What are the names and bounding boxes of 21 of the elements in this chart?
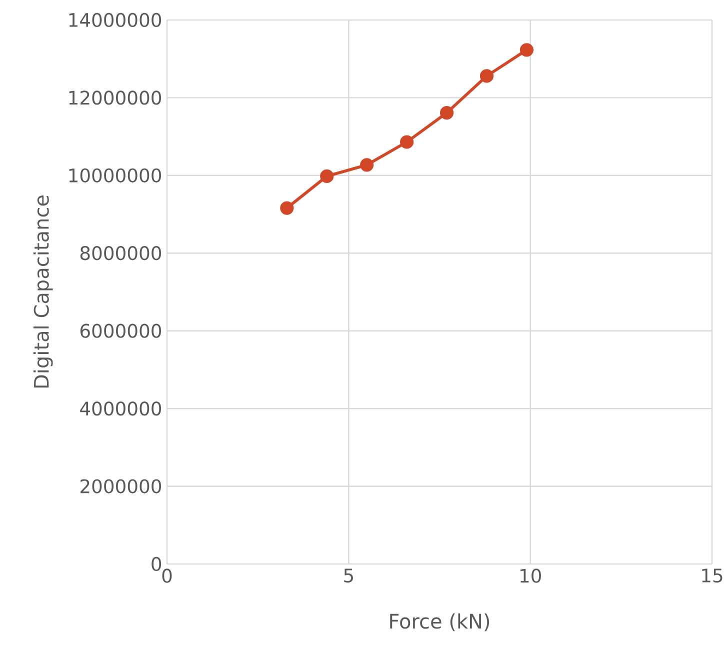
point bbox=[440, 106, 454, 120]
x-tick-label: 15 bbox=[702, 568, 722, 583]
y-axis-title: Digital Capacitance bbox=[33, 196, 53, 388]
y-tick-label: 0 bbox=[152, 556, 162, 572]
point bbox=[360, 158, 374, 172]
x-tick-label: 0 bbox=[162, 568, 172, 583]
y-tick-label: 14000000 bbox=[69, 12, 162, 28]
y-tick-label: 4000000 bbox=[80, 401, 162, 416]
point bbox=[280, 201, 294, 215]
y-tick-label: 12000000 bbox=[69, 90, 162, 105]
y-tick-label: 10000000 bbox=[69, 168, 162, 182]
x-axis-title: Force (kN) bbox=[390, 613, 490, 632]
y-tick-label: 6000000 bbox=[80, 324, 162, 338]
point bbox=[320, 169, 334, 183]
point bbox=[400, 135, 414, 149]
y-tick-label: 2000000 bbox=[80, 479, 162, 494]
y-tick-label: 8000000 bbox=[80, 246, 162, 260]
point bbox=[520, 43, 534, 57]
x-tick-label: 10 bbox=[520, 568, 541, 583]
point bbox=[480, 69, 494, 83]
x-tick-label: 5 bbox=[344, 568, 353, 583]
